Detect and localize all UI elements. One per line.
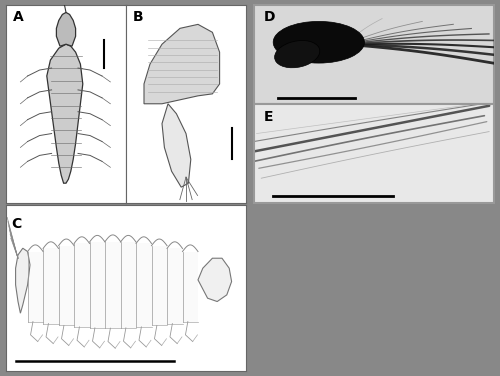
Polygon shape xyxy=(162,104,191,187)
Text: B: B xyxy=(133,11,144,24)
Polygon shape xyxy=(28,252,43,321)
Polygon shape xyxy=(43,249,59,324)
Text: D: D xyxy=(264,11,275,24)
Polygon shape xyxy=(58,246,74,326)
Polygon shape xyxy=(182,252,198,321)
Polygon shape xyxy=(90,242,105,328)
Ellipse shape xyxy=(273,21,364,63)
Polygon shape xyxy=(105,241,120,328)
Text: E: E xyxy=(264,110,273,124)
Polygon shape xyxy=(198,258,232,302)
Polygon shape xyxy=(74,244,90,327)
Polygon shape xyxy=(120,242,136,328)
Text: A: A xyxy=(13,11,24,24)
Polygon shape xyxy=(47,44,83,183)
Polygon shape xyxy=(16,248,30,313)
Text: C: C xyxy=(11,217,21,230)
Polygon shape xyxy=(167,249,182,324)
Polygon shape xyxy=(56,12,76,46)
Ellipse shape xyxy=(274,41,320,68)
Polygon shape xyxy=(136,244,152,327)
Polygon shape xyxy=(152,246,167,326)
Polygon shape xyxy=(144,24,220,104)
